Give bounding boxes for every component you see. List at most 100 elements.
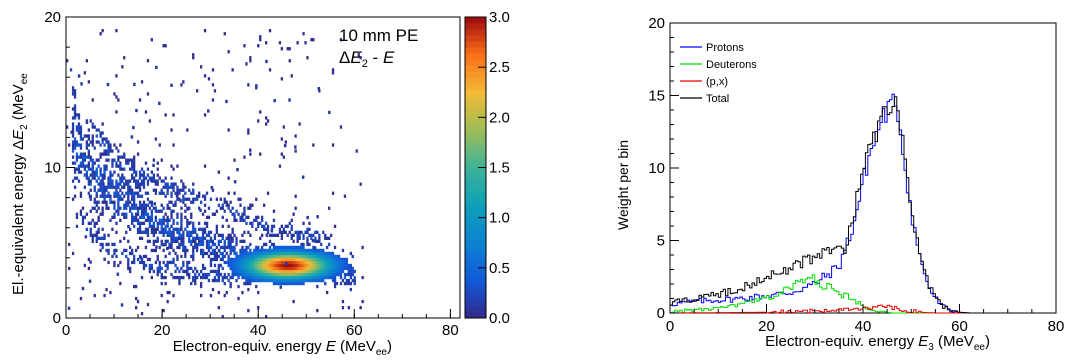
heatmap-cell [107,149,110,153]
heatmap-cell [109,218,112,222]
heatmap-cell [138,236,142,240]
heatmap-cell [77,116,81,120]
heatmap-cell [308,263,311,268]
heatmap-cell [243,251,246,256]
heatmap-cell [138,182,142,186]
heatmap-cell [190,242,193,247]
heatmap-cell [288,59,291,63]
heatmap-annotation-line1: 10 mm PE [339,26,418,45]
heatmap-cell [196,245,199,250]
heatmap-cell [180,179,183,183]
heatmap-cell [314,260,317,265]
heatmap-cell [144,218,148,222]
heatmap-cell [77,164,81,168]
heatmap-cell [127,224,130,229]
heatmap-cell [249,242,252,247]
heatmap-cell [263,266,266,271]
heatmap-cell [233,212,236,216]
heatmap-cell [263,224,266,228]
heatmap-cell [223,275,226,280]
heatmap-cell [107,185,110,189]
heatmap-cell [192,269,195,274]
heatmap-cell [249,260,252,265]
heatmap-cell [320,257,323,262]
heatmap-cell [318,275,321,280]
heatmap-cell [146,167,150,171]
heatmap-cell [113,251,116,256]
heatmap-cell [253,272,256,277]
heatmap-cell [89,230,92,234]
heatmap-cell [335,254,339,259]
heatmap-cell [203,197,207,201]
heatmap-cell [170,128,173,132]
colorbar-segment [465,263,486,271]
heatmap-cell [136,140,140,144]
heatmap-cell [314,272,317,277]
heatmap-cell [198,194,201,198]
heatmap-cell [331,254,335,259]
heatmap-cell [294,149,297,153]
heatmap-cell [121,251,124,256]
heatmap-cell [217,278,220,283]
heatmap-cell [138,221,142,225]
heatmap-cell [71,128,75,132]
heatmap-cell [81,286,85,291]
heatmap-cell [152,230,155,234]
heatmap-cell [213,269,217,274]
heatmap-cell [71,125,75,129]
heatmap-cell [341,248,345,253]
heatmap-cell [223,200,226,204]
heatmap-cell [101,131,104,135]
colorbar-segment [465,101,486,108]
heatmap-cell [192,236,195,240]
heatmap-cell [343,260,347,265]
heatmap-cell [180,242,183,247]
heatmap-cell [89,209,92,213]
heatmap-cell [77,128,81,132]
heatmap-cell [95,230,98,234]
heatmap-cell [142,266,146,271]
heatmap-cell [245,251,248,256]
heatmap-cell [333,254,337,259]
heatmap-cell [103,143,106,147]
heatmap-cell [162,215,165,219]
heatmap-cell [306,260,309,265]
heatmap-cell [257,266,260,271]
colorbar-segment [465,167,486,174]
heatmap-cell [164,227,167,231]
heatmap-cell [150,275,153,280]
heatmap-cell [156,254,159,259]
heatmap-cell [276,278,280,283]
heatmap-cell [312,245,315,250]
heatmap-cell [186,269,189,274]
heatmap-cell [93,125,96,129]
heatmap-cell [198,221,201,225]
heatmap-cell [298,245,301,250]
heatmap-cell [106,82,110,87]
heatmap-cell [333,263,337,268]
heatmap-cell [331,260,335,265]
heatmap-cell [182,239,185,243]
heatmap-cell [243,254,246,259]
heatmap-cell [85,212,88,216]
histogram-x-tick-label: 20 [758,318,775,335]
heatmap-cell [282,254,285,259]
heatmap-cell [95,158,98,162]
heatmap-cell [245,254,248,259]
heatmap-cell [158,266,161,271]
heatmap-cell [290,233,293,237]
heatmap-cell [276,254,280,259]
heatmap-cell [136,209,140,213]
heatmap-cell [188,188,191,192]
heatmap-cell [150,230,153,234]
heatmap-cell [257,275,260,280]
heatmap-cell [115,74,118,78]
heatmap-cell [188,266,191,271]
heatmap-cell [227,272,230,277]
heatmap-cell [166,266,169,271]
heatmap-cell [68,266,71,271]
heatmap-cell [158,191,161,195]
heatmap-cell [113,200,116,204]
heatmap-cell [243,248,246,253]
heatmap-cell [101,200,104,204]
